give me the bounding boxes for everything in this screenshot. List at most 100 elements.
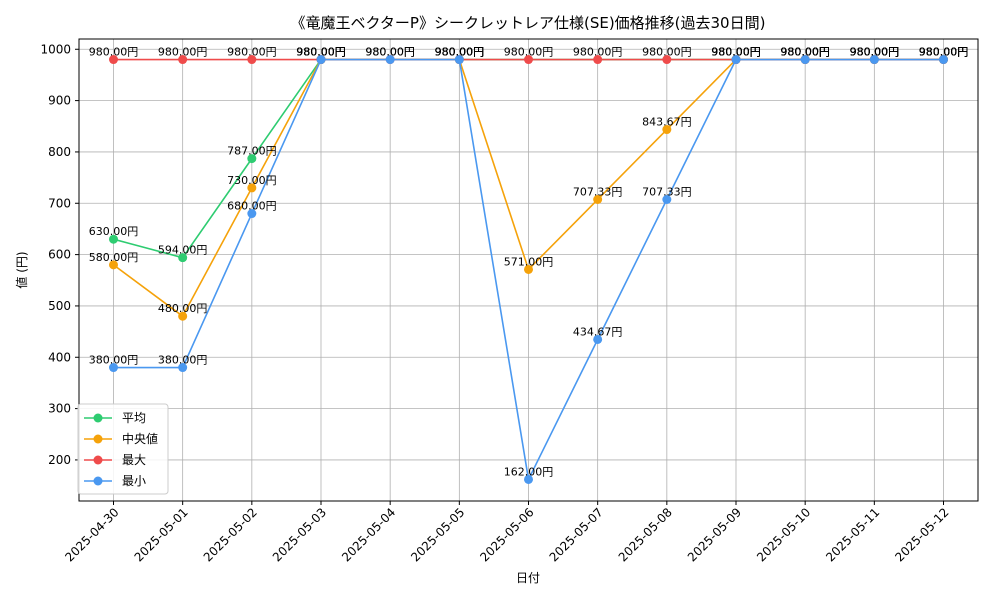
legend-label: 平均	[122, 411, 146, 425]
data-point	[178, 55, 188, 65]
data-label: 980.00円	[296, 46, 346, 59]
legend-marker	[93, 434, 103, 444]
data-point	[593, 195, 603, 205]
data-point	[593, 55, 603, 65]
data-point	[524, 264, 533, 274]
data-point	[316, 55, 326, 65]
y-tick-label: 800	[48, 145, 71, 159]
data-point	[939, 55, 948, 65]
data-label: 980.00円	[711, 46, 761, 59]
data-point	[869, 55, 879, 65]
data-label: 980.00円	[919, 46, 969, 59]
data-point	[524, 474, 533, 484]
data-point	[109, 363, 118, 373]
data-point	[662, 195, 672, 205]
data-label: 434.67円	[573, 325, 623, 338]
grid	[79, 39, 978, 501]
data-label: 980.00円	[227, 46, 277, 59]
data-point	[247, 154, 257, 164]
data-point	[178, 253, 188, 263]
data-label: 980.00円	[642, 46, 692, 59]
legend-box	[77, 403, 169, 495]
series	[109, 55, 948, 484]
legend-marker	[93, 413, 103, 423]
data-point	[454, 55, 464, 65]
data-label: 980.00円	[296, 46, 346, 59]
data-label: 980.00円	[711, 46, 761, 59]
data-label: 980.00円	[919, 46, 969, 59]
data-point	[247, 55, 257, 65]
data-label: 630.00円	[89, 225, 139, 238]
data-point	[662, 55, 672, 65]
data-label: 980.00円	[711, 46, 761, 59]
data-label: 980.00円	[573, 46, 623, 59]
data-label: 980.00円	[365, 46, 415, 59]
data-label: 162.00円	[504, 465, 554, 478]
data-label: 480.00円	[158, 302, 208, 315]
data-point	[109, 260, 118, 270]
data-label: 980.00円	[711, 46, 761, 59]
data-label: 980.00円	[919, 46, 969, 59]
data-label: 980.00円	[919, 46, 969, 59]
data-label: 980.00円	[850, 46, 900, 59]
data-point	[385, 55, 395, 65]
data-label: 980.00円	[89, 46, 139, 59]
data-label: 571.00円	[504, 255, 554, 268]
data-label: 980.00円	[780, 46, 830, 59]
data-label: 730.00円	[227, 174, 277, 187]
data-label: 980.00円	[296, 46, 346, 59]
data-label: 980.00円	[435, 46, 485, 59]
data-point	[593, 334, 603, 344]
data-label: 980.00円	[850, 46, 900, 59]
y-axis-title: 値 (円)	[14, 251, 29, 288]
data-label: 980.00円	[435, 46, 485, 59]
y-tick-label: 400	[48, 350, 71, 364]
y-tick-label: 1000	[40, 42, 71, 56]
y-tick-label: 300	[48, 402, 71, 416]
data-label: 707.33円	[642, 186, 692, 199]
legend-label: 最小	[122, 474, 146, 488]
data-label: 980.00円	[780, 46, 830, 59]
data-point	[662, 125, 672, 135]
data-point	[731, 55, 741, 65]
y-tick-label: 900	[48, 94, 71, 108]
legend-marker	[93, 455, 103, 465]
data-label: 980.00円	[850, 46, 900, 59]
data-label: 580.00円	[89, 251, 139, 264]
data-point	[178, 363, 188, 373]
legend-label: 中央値	[122, 431, 158, 446]
data-label: 380.00円	[158, 354, 208, 367]
data-labels: 630.00円 594.00円 787.00円 980.00円 980.00円 980.0…	[89, 46, 969, 479]
data-label: 980.00円	[850, 46, 900, 59]
y-tick-label: 500	[48, 299, 71, 313]
data-label: 980.00円	[158, 46, 208, 59]
data-point	[247, 209, 257, 219]
data-label: 707.33円	[573, 186, 623, 199]
data-label: 843.67円	[642, 116, 692, 129]
y-tick-label: 600	[48, 248, 71, 262]
legend-label: 最大	[122, 453, 146, 467]
y-tick-label: 700	[48, 196, 71, 210]
data-label: 980.00円	[435, 46, 485, 59]
chart-title: 《竜魔王ベクターP》シークレットレア仕様(SE)価格推移(過去30日間)	[291, 14, 766, 32]
data-label: 980.00円	[504, 46, 554, 59]
data-point	[247, 183, 257, 193]
y-tick-label: 200	[48, 453, 71, 467]
data-label: 980.00円	[780, 46, 830, 59]
data-point	[109, 234, 118, 244]
data-label: 594.00円	[158, 244, 208, 257]
data-point	[109, 55, 118, 65]
data-label: 980.00円	[365, 46, 415, 59]
data-point	[524, 55, 533, 65]
data-point	[800, 55, 810, 65]
data-label: 787.00円	[227, 145, 277, 158]
data-label: 980.00円	[296, 46, 346, 59]
legend-marker	[93, 476, 103, 486]
data-label: 380.00円	[89, 354, 139, 367]
data-label: 980.00円	[780, 46, 830, 59]
data-label: 980.00円	[435, 46, 485, 59]
x-axis-title: 日付	[516, 571, 540, 585]
